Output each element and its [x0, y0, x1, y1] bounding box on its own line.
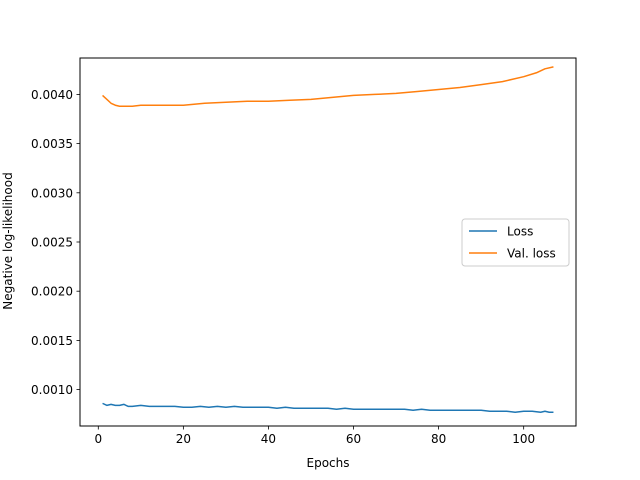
y-axis: 0.0010 0.0015 0.0020 0.0025 0.0030 0.0035 0.00… [31, 88, 80, 397]
y-tick-label: 0.0010 [31, 383, 73, 397]
x-tick-label: 60 [346, 432, 361, 446]
legend-label-loss: Loss [507, 225, 533, 239]
y-tick-label: 0.0035 [31, 137, 73, 151]
y-tick-label: 0.0040 [31, 88, 73, 102]
x-axis: 0 20 40 60 80 100 [94, 426, 535, 446]
x-tick-label: 80 [431, 432, 446, 446]
axes-frame [79, 57, 577, 427]
series-line-val-loss [102, 66, 554, 107]
x-tick-label: 100 [512, 432, 535, 446]
y-tick-label: 0.0020 [31, 285, 73, 299]
plot-area [102, 66, 554, 413]
x-tick-label: 40 [261, 432, 276, 446]
legend: Loss Val. loss [461, 218, 570, 267]
y-axis-title: Negative log-likelihood [1, 172, 15, 309]
series-line-loss [102, 402, 554, 413]
y-tick-label: 0.0030 [31, 186, 73, 200]
x-tick-label: 0 [94, 432, 102, 446]
x-tick-label: 20 [176, 432, 191, 446]
y-tick-label: 0.0025 [31, 236, 73, 250]
x-axis-title: Epochs [307, 456, 350, 470]
y-tick-label: 0.0015 [31, 334, 73, 348]
legend-label-val-loss: Val. loss [507, 247, 556, 261]
